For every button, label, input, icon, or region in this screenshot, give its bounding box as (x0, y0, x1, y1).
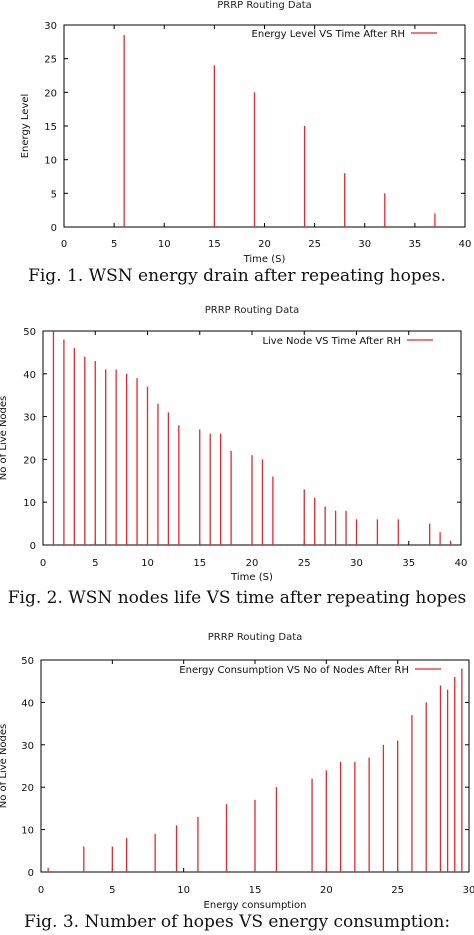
x-tick-label: 15 (208, 239, 221, 250)
x-tick-label: 20 (246, 558, 259, 569)
y-tick-label: 5 (51, 189, 57, 200)
x-axis-label: Time (S) (230, 572, 273, 583)
x-tick-label: 25 (308, 239, 321, 250)
y-tick-label: 15 (44, 122, 57, 133)
figure-1: PRRP Routing Data 0 5 10 15 20 25 30 35 40 0 5 10 15 2… (0, 0, 474, 293)
x-tick-label: 30 (463, 885, 474, 896)
x-tick-label: 35 (402, 558, 415, 569)
y-tick-label: 10 (23, 498, 36, 509)
x-tick-label: 10 (158, 239, 171, 250)
y-tick-label: 40 (21, 698, 34, 709)
y-tick-label: 10 (44, 156, 57, 167)
y-tick-label: 30 (44, 21, 57, 32)
y-tick-label: 50 (21, 656, 34, 667)
x-tick-label: 25 (298, 558, 311, 569)
x-tick-label: 40 (455, 558, 468, 569)
x-tick-label: 5 (109, 885, 115, 896)
x-tick-label: 5 (111, 239, 117, 250)
figure-caption: Fig. 3. Number of hopes VS energy consum… (23, 912, 451, 932)
figure-caption: Fig. 1. WSN energy drain after repeating… (28, 266, 446, 286)
y-tick-label: 20 (21, 783, 34, 794)
y-axis-label: No of Live Nodes (0, 396, 9, 481)
y-tick-label: 20 (44, 88, 57, 99)
y-tick-label: 0 (28, 868, 34, 879)
y-tick-label: 20 (23, 455, 36, 466)
legend-label: Energy Consumption VS No of Nodes After … (179, 665, 409, 676)
y-axis-label: Energy Level (20, 94, 31, 159)
chart-3: PRRP Routing Data 0 5 10 15 20 25 30 0 10 20 30 40 50… (0, 632, 474, 911)
x-tick-label: 35 (409, 239, 422, 250)
x-tick-label: 15 (193, 558, 206, 569)
x-tick-label: 15 (249, 885, 262, 896)
x-tick-label: 10 (177, 885, 190, 896)
x-axis-label: Energy consumption (204, 900, 307, 911)
y-tick-label: 25 (44, 55, 57, 66)
figure-caption: Fig. 2. WSN nodes life VS time after rep… (7, 588, 467, 608)
y-tick-label: 0 (51, 223, 57, 234)
x-tick-label: 0 (38, 885, 44, 896)
y-axis-label: No of Live Nodes (0, 724, 9, 809)
x-tick-label: 10 (141, 558, 154, 569)
x-tick-label: 20 (258, 239, 271, 250)
x-tick-label: 40 (459, 239, 472, 250)
x-tick-label: 20 (320, 885, 333, 896)
y-tick-label: 40 (23, 370, 36, 381)
x-tick-label: 25 (391, 885, 404, 896)
legend-label: Energy Level VS Time After RH (252, 29, 405, 40)
y-tick-label: 10 (21, 826, 34, 837)
x-tick-label: 30 (358, 239, 371, 250)
chart-title: PRRP Routing Data (217, 0, 312, 11)
chart-title: PRRP Routing Data (205, 305, 300, 316)
chart-title: PRRP Routing Data (208, 632, 303, 643)
chart-1: PRRP Routing Data 0 5 10 15 20 25 30 35 40 0 5 10 15 2… (20, 0, 472, 265)
x-axis-label: Time (S) (243, 254, 286, 265)
figure-3: PRRP Routing Data 0 5 10 15 20 25 30 0 10 20 30 40 50… (0, 630, 474, 935)
legend-label: Live Node VS Time After RH (262, 336, 401, 347)
y-tick-label: 30 (21, 741, 34, 752)
x-tick-label: 5 (92, 558, 98, 569)
x-tick-label: 30 (350, 558, 363, 569)
y-tick-label: 30 (23, 413, 36, 424)
y-tick-label: 0 (30, 541, 36, 552)
y-tick-label: 50 (23, 327, 36, 338)
chart-2: PRRP Routing Data 0 5 10 15 20 25 30 35 40 0 10 20 30… (0, 305, 468, 583)
figure-2: PRRP Routing Data 0 5 10 15 20 25 30 35 40 0 10 20 30… (0, 305, 474, 615)
x-tick-label: 0 (61, 239, 67, 250)
x-tick-label: 0 (40, 558, 46, 569)
